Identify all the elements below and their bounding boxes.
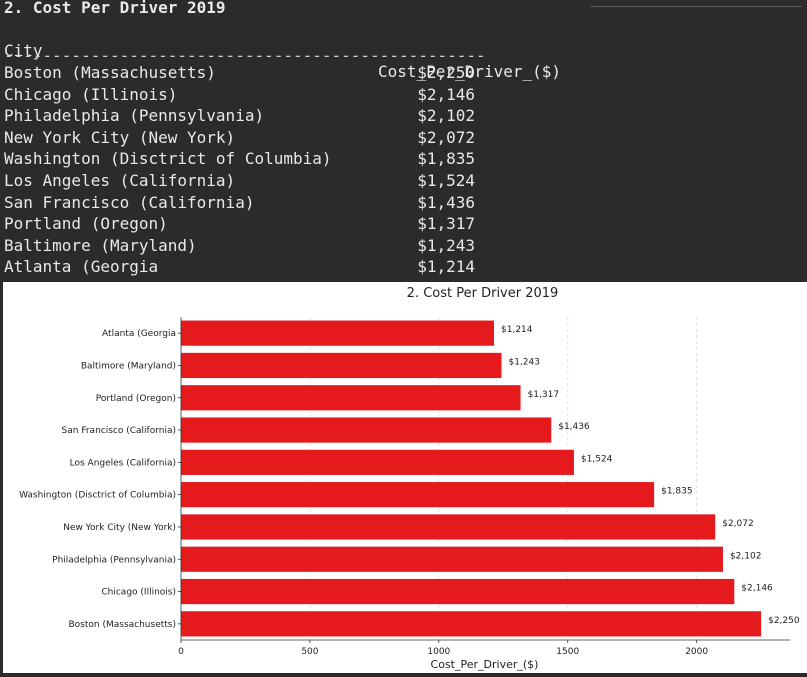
data-label: $1,317 [528,390,560,400]
header-city: City [4,40,43,60]
y-tick-label: Washington (Disctrict of Columbia) [19,491,176,501]
data-label: $1,835 [661,487,693,497]
y-tick-label: Los Angeles (California) [70,458,176,468]
x-tick-label: 1000 [427,647,450,657]
y-tick-label: Portland (Oregon) [96,394,176,404]
bar-chart-svg: 2. Cost Per Driver 2019 $2,250 Boston (Mas… [19,286,800,671]
terminal-row-city: Baltimore (Maryland) [4,235,197,255]
header-cost: Cost_Per_Driver_($) [378,62,562,82]
data-label: $2,250 [768,616,800,626]
y-tick-label: Baltimore (Maryland) [81,361,176,371]
x-axis-label: Cost_Per_Driver_($) [431,658,539,671]
bar [181,578,735,605]
terminal-output: 2. Cost Per Driver 2019 City Cost_Per_Dr… [0,0,807,282]
bar [181,320,495,346]
x-tick-label: 1500 [556,647,579,657]
data-label: $2,146 [741,584,773,594]
terminal-row-cost: $1,524 [417,171,475,190]
terminal-row-city: Washington (Disctrict of Columbia) [4,149,332,169]
y-tick-label: Boston (Massachusetts) [69,620,177,630]
terminal-row-cost: $1,436 [417,192,475,212]
y-tick-label: San Francisco (California) [62,426,176,436]
data-label: $1,243 [508,357,540,367]
terminal-row-city: Portland (Oregon) [4,214,168,234]
x-tick-label: 500 [301,647,318,657]
terminal-row-city: San Francisco (California) [4,192,255,212]
bar [181,514,716,540]
terminal-row-city: Boston (Massachusetts) [4,63,216,82]
chart-title: 2. Cost Per Driver 2019 [407,286,559,301]
terminal-row-cost: $2,102 [417,106,475,126]
terminal-row-city: Chicago (Illinois) [4,84,178,104]
terminal-row-cost: $1,317 [417,214,475,234]
terminal-row-city: Los Angeles (California) [4,171,236,190]
bar [181,546,723,572]
terminal-row-cost: $1,214 [417,257,475,277]
x-tick-label: 0 [178,647,184,657]
data-label: $1,436 [558,422,590,432]
bar [181,611,762,637]
terminal-row-city: New York City (New York) [4,127,236,147]
bar-chart: 2. Cost Per Driver 2019 $2,250 Boston (Mas… [3,282,807,673]
terminal-row-cost: $2,250 [417,63,475,82]
x-tick-label: 2000 [685,647,708,657]
terminal-row-city: Philadelphia (Pennsylvania) [4,106,265,126]
bar [181,385,521,411]
terminal-row-cost: $2,072 [417,127,475,147]
terminal-header-row: City Cost_Per_Driver_($) [0,18,807,82]
y-tick-label: New York City (New York) [63,523,176,533]
terminal-row-cost: $1,243 [417,235,475,255]
bar [181,449,574,475]
terminal-divider [590,6,802,7]
terminal-title: 2. Cost Per Driver 2019 [4,0,226,17]
terminal-row-cost: $2,146 [417,84,475,104]
bar [181,417,552,443]
y-tick-label: Atlanta (Georgia [102,329,176,339]
y-tick-label: Chicago (Illinois) [101,588,176,598]
data-label: $2,102 [730,551,762,561]
terminal-row-city: Atlanta (Georgia [4,257,159,277]
data-label: $1,214 [501,325,533,335]
bar [181,482,655,508]
y-tick-label: Philadelphia (Pennsylvania) [52,555,176,565]
data-label: $1,524 [581,454,613,464]
terminal-row-cost: $1,835 [417,149,475,169]
data-label: $2,072 [722,519,754,529]
terminal-separator: ----------------------------------------… [4,46,486,65]
bar [181,352,502,379]
